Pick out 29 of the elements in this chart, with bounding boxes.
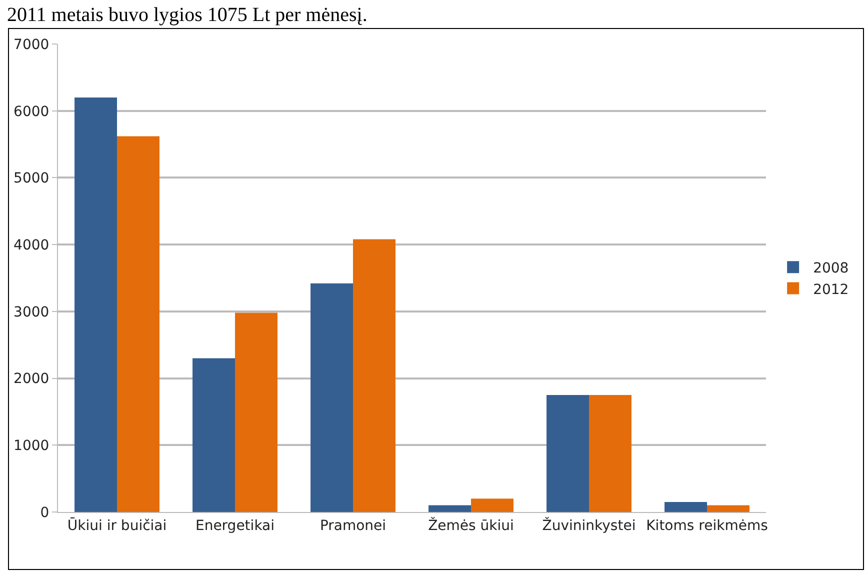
text: 2011 metais buvo lygios 1075 Lt per mėnesį. xyxy=(7,4,368,26)
legend-label: 2008 xyxy=(813,260,849,277)
bar xyxy=(428,505,471,512)
bar xyxy=(664,502,707,512)
bar xyxy=(546,395,589,512)
y-tick-label: 2000 xyxy=(14,371,50,388)
x-tick-label: Energetikai xyxy=(195,518,275,534)
y-tick-label: 7000 xyxy=(14,36,50,53)
y-tick-label: 3000 xyxy=(14,304,50,320)
bar xyxy=(235,312,278,512)
y-tick-label: 4000 xyxy=(14,237,50,254)
bar xyxy=(471,498,514,512)
y-tick-label: 5000 xyxy=(14,170,50,187)
bar xyxy=(192,358,235,512)
y-tick-label: 1000 xyxy=(14,438,50,454)
bar xyxy=(310,283,353,512)
x-tick-label: Žemės ūkiui xyxy=(428,516,514,534)
y-tick-label: 6000 xyxy=(14,104,50,120)
x-tick-label: Pramonei xyxy=(320,518,386,534)
y-tick-label: 0 xyxy=(40,504,50,521)
bar xyxy=(707,505,750,512)
bar xyxy=(353,239,396,512)
bar xyxy=(589,395,632,512)
x-tick-label: Ūkiui ir buičiai xyxy=(67,516,167,534)
bar xyxy=(74,97,117,512)
bar xyxy=(117,136,160,512)
x-tick-label: Kitoms reikmėms xyxy=(646,518,768,534)
x-tick-label: Žuvininkystei xyxy=(542,516,636,534)
legend-label: 2012 xyxy=(813,282,849,298)
